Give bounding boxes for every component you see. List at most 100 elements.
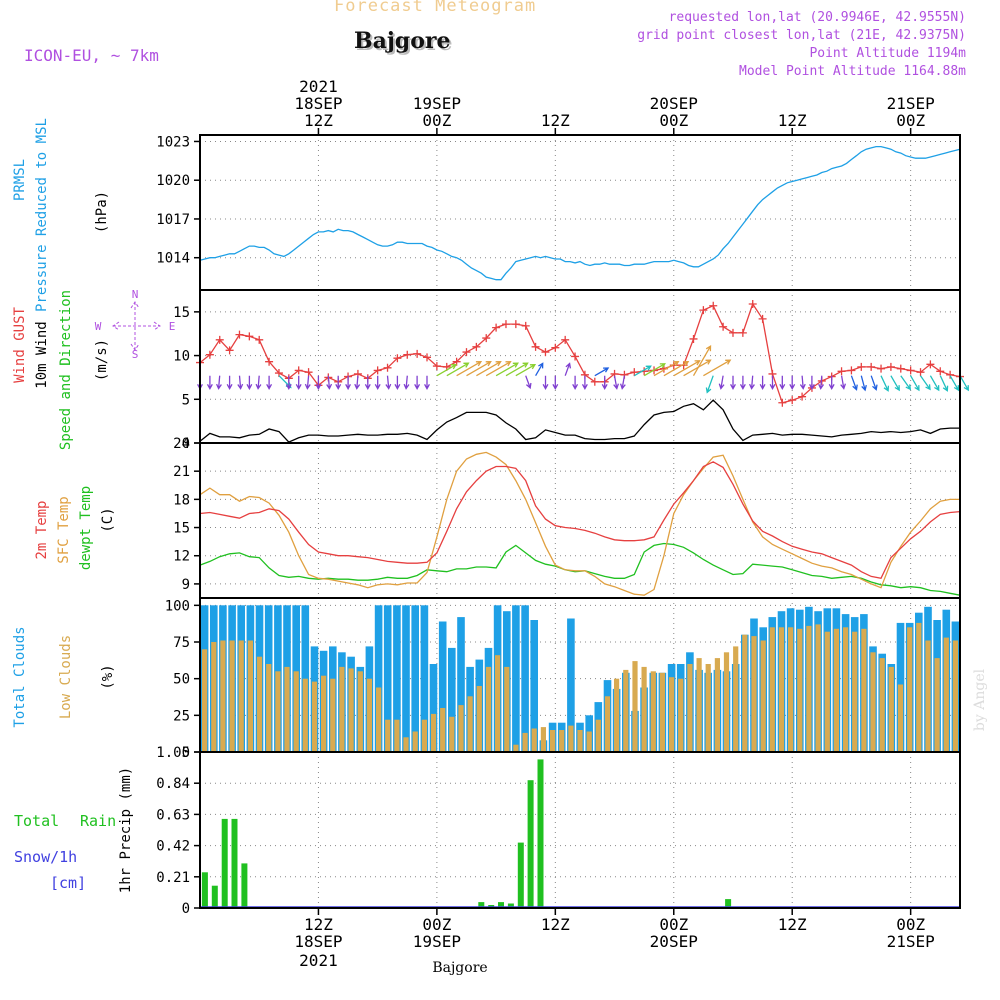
low-cloud-bar (714, 658, 720, 752)
wind-direction-arrow (414, 375, 421, 391)
bottom-axis-hour-label: 00Z (896, 915, 925, 934)
y-tick-label: 5 (182, 392, 190, 408)
y-tick-label: 1023 (156, 134, 190, 150)
wind-gust-marker (541, 348, 550, 357)
top-axis-date-label: 20SEP (650, 94, 698, 113)
low-cloud-bar (339, 666, 345, 752)
top-axis-hour-label: 12Z (304, 111, 333, 130)
wind-direction-arrow (255, 375, 262, 390)
wind-direction-arrow (939, 375, 949, 392)
top-axis-hour-label: 00Z (896, 111, 925, 130)
wind-direction-arrow (890, 375, 900, 392)
wind-direction-arrow (315, 375, 322, 391)
model-point-altitude: Model Point Altitude 1164.88m (739, 64, 966, 79)
wind-direction-arrow (643, 363, 666, 377)
total-cloud-bar (420, 605, 429, 752)
low-cloud-bar (934, 658, 940, 752)
wind-direction-arrow (466, 361, 492, 377)
point-altitude: Point Altitude 1194m (809, 46, 966, 61)
low-cloud-bar (256, 656, 263, 752)
wind-gust-marker (274, 369, 283, 378)
total-cloud-bar (411, 605, 419, 752)
wind-direction-arrow (929, 375, 940, 392)
total-cloud-bar (567, 618, 575, 752)
wind-direction-arrow (919, 375, 931, 391)
pressure-axis-label: PRMSL (12, 159, 28, 201)
wind-direction-arrow (246, 375, 253, 391)
total-cloud-bar (530, 620, 538, 752)
total-cloud-bar (374, 605, 383, 752)
rain-bar (527, 780, 534, 908)
low-cloud-bar (952, 640, 958, 752)
bottom-axis-year: 2021 (299, 951, 338, 970)
total-cloud-bar (301, 605, 310, 752)
pressure-unit-label: (hPa) (94, 191, 110, 233)
wind-direction-arrow (705, 375, 714, 394)
top-axis-hour-label: 12Z (778, 111, 807, 130)
wind-gust-line (199, 302, 961, 404)
y-tick-label: 10 (173, 349, 190, 365)
low-cloud-bar (943, 637, 949, 752)
legend-snow-unit: [cm] (50, 874, 86, 892)
total-cloud-bar (457, 617, 465, 752)
wind-direction-arrow (718, 375, 725, 390)
low-cloud-bar (604, 696, 611, 752)
wind-direction-arrow (870, 375, 878, 391)
rain-bar (507, 903, 514, 908)
wind-gust-marker (728, 328, 737, 337)
watermark-text: by Angel (972, 668, 988, 731)
y-tick-label: 1020 (156, 173, 190, 189)
low-cloud-bar (485, 666, 492, 752)
bottom-axis-hour-label: 00Z (659, 915, 688, 934)
wind-gust-marker (758, 314, 767, 323)
wind-direction-arrow (653, 361, 680, 377)
low-cloud-bar (476, 686, 482, 752)
wind-direction-arrow (910, 375, 920, 392)
low-cloud-bar (321, 675, 327, 752)
temp-2m-axis-label: 2m Temp (34, 500, 50, 559)
wind-direction-arrow (535, 362, 544, 377)
low-cloud-bar (458, 705, 464, 752)
wind-direction-arrow (385, 375, 392, 390)
wind-direction-arrow (799, 375, 806, 390)
wind-direction-arrow (295, 375, 302, 391)
wind-direction-arrow (900, 375, 912, 391)
wind-direction-axis-label: Speed and Direction (58, 290, 74, 450)
top-axis-hour-label: 00Z (659, 111, 688, 130)
low-cloud-bar (723, 652, 730, 752)
wind-gust-marker (235, 330, 244, 339)
rain-bar (231, 818, 238, 908)
low-cloud-bar (742, 634, 748, 752)
low-cloud-bar (467, 696, 473, 752)
wind-gust-marker (511, 320, 520, 329)
low-cloud-bar (650, 671, 656, 752)
wind-gust-marker (926, 360, 935, 369)
wind-gust-marker (551, 343, 560, 352)
low-cloud-bar (247, 640, 253, 752)
compass-west-label: W (95, 320, 102, 333)
total-cloud-bar (429, 664, 438, 752)
legend-total-label: Total (14, 812, 59, 830)
wind-direction-arrow (345, 375, 351, 391)
wind-direction-arrow (739, 375, 746, 391)
wind-gust-marker (205, 350, 214, 359)
y-tick-label: 15 (173, 305, 190, 321)
wind-direction-arrow (703, 359, 732, 377)
wind-direction-arrow (850, 375, 858, 391)
wind-direction-arrow (880, 375, 890, 392)
wind-direction-arrow (216, 375, 222, 390)
low-cloud-bar (540, 727, 546, 752)
wind-direction-arrow (840, 375, 847, 390)
low-cloud-bar (284, 666, 290, 752)
low-cloud-bar (696, 658, 702, 752)
wind-direction-arrow (619, 375, 626, 390)
wind-gust-marker (432, 362, 441, 371)
low-cloud-bar (595, 719, 601, 752)
low-cloud-bar (769, 627, 775, 752)
low-cloud-bar (513, 744, 519, 752)
low-cloud-bar (440, 708, 446, 752)
surface-temp-line (199, 451, 960, 596)
wind-direction-arrow (581, 375, 588, 391)
wind-direction-arrow (779, 375, 786, 391)
wind-direction-arrow (828, 375, 835, 391)
